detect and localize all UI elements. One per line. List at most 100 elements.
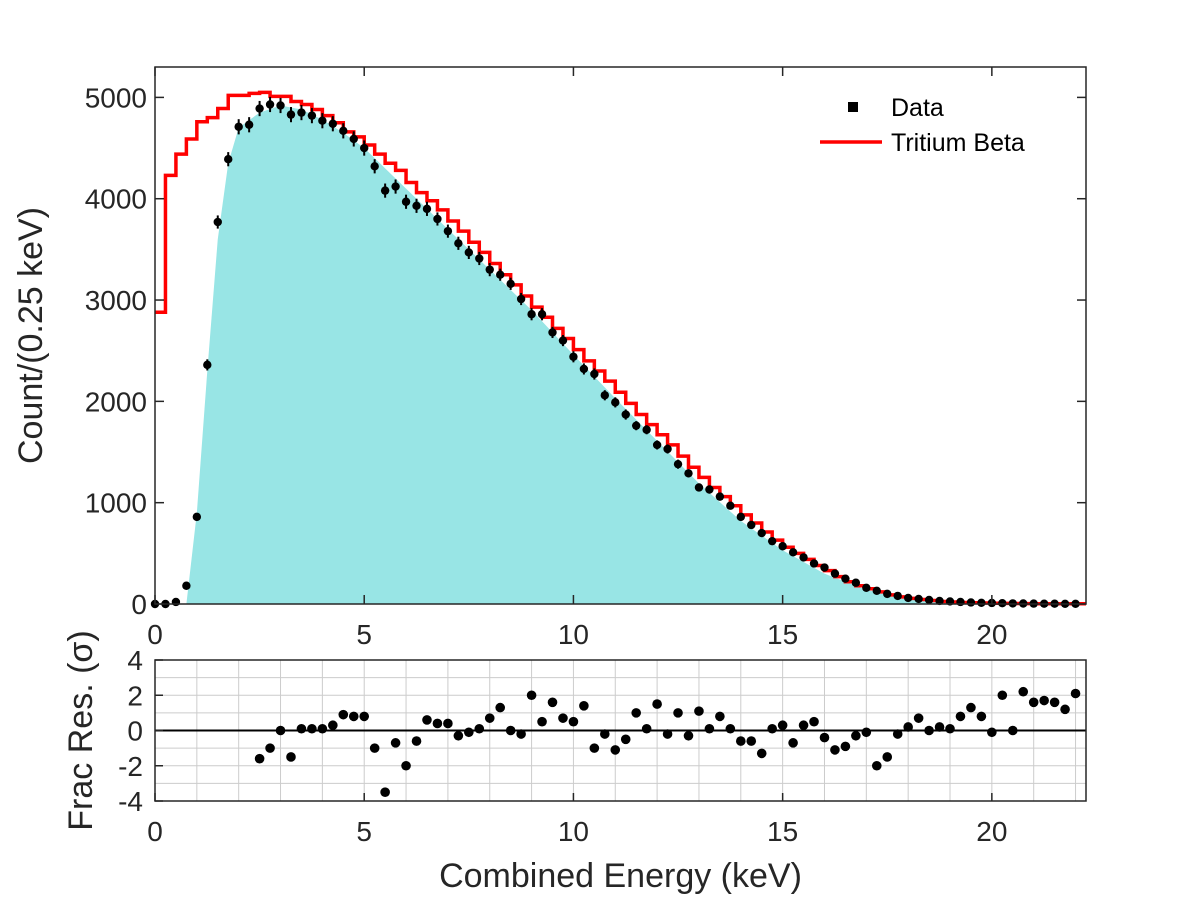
residual-point	[317, 723, 328, 734]
residual-point	[704, 723, 715, 734]
residual-point	[1070, 688, 1081, 699]
data-point	[893, 591, 902, 601]
data-point	[715, 492, 725, 501]
data-point	[799, 553, 808, 562]
residual-point	[579, 701, 589, 711]
data-point	[537, 310, 547, 319]
data-point	[370, 162, 379, 171]
residual-point	[380, 787, 390, 797]
residual-point	[1049, 697, 1060, 708]
data-point	[234, 122, 243, 131]
data-point	[663, 444, 672, 454]
data-point	[213, 217, 222, 227]
residual-y-axis-label: Frac Res. (σ)	[62, 630, 100, 830]
data-point	[788, 548, 798, 557]
residual-points	[254, 686, 1081, 797]
residual-point	[1018, 686, 1029, 697]
data-point	[475, 254, 484, 263]
residual-point	[997, 690, 1008, 701]
residual-point	[443, 718, 453, 729]
residual-point	[725, 723, 736, 734]
residual-point	[558, 713, 568, 723]
data-point	[830, 569, 840, 578]
x-tick-label: 0	[147, 619, 163, 650]
residual-point	[955, 711, 966, 722]
data-point	[621, 410, 630, 419]
residual-point	[432, 718, 443, 729]
data-point	[851, 578, 861, 587]
x-axis-label: Combined Energy (keV)	[439, 857, 802, 895]
main-plot-frame	[154, 66, 1087, 605]
residual-point	[756, 748, 767, 759]
residual-point	[286, 752, 296, 762]
data-point	[360, 143, 369, 153]
residual-point	[924, 725, 934, 736]
data-point	[705, 485, 714, 494]
residual-point	[547, 697, 558, 708]
data-point	[914, 594, 923, 604]
res-x-tick-label: 15	[767, 816, 798, 847]
residual-point	[568, 716, 579, 727]
res-y-tick-label: -4	[118, 786, 143, 817]
residual-point	[474, 723, 485, 734]
data-point	[977, 598, 986, 607]
residual-point	[892, 729, 903, 739]
legend: Data Tritium Beta	[820, 94, 1025, 157]
legend-data-marker	[848, 102, 858, 112]
data-point	[182, 581, 191, 590]
residual-point	[411, 736, 422, 746]
res-x-tick-label: 10	[558, 816, 589, 847]
y-tick-label: 0	[131, 589, 147, 620]
data-point	[757, 528, 766, 538]
model-filled-area	[155, 105, 1086, 604]
data-point	[422, 204, 432, 214]
data-point	[265, 100, 275, 109]
res-x-tick-label: 20	[976, 816, 1007, 847]
residual-point	[328, 720, 338, 731]
residual-point	[966, 702, 976, 713]
residual-point	[600, 729, 610, 739]
data-point	[883, 589, 892, 599]
legend-label-data: Data	[891, 94, 944, 122]
data-point	[171, 597, 181, 607]
residual-point	[913, 713, 924, 723]
data-point	[506, 279, 515, 289]
legend-label-tritium-beta: Tritium Beta	[891, 129, 1025, 157]
data-point	[611, 398, 620, 407]
res-y-tick-label: 2	[127, 680, 143, 711]
residual-ticks: 0 5 10 15 20 -4 -2 0 2 4	[118, 645, 1007, 847]
residual-point	[495, 702, 506, 713]
data-point	[443, 226, 453, 236]
residual-point	[976, 711, 987, 722]
residual-point	[1007, 725, 1018, 736]
residual-point	[851, 730, 861, 741]
data-point	[694, 483, 704, 492]
data-point	[516, 294, 526, 304]
x-tick-label: 10	[558, 619, 589, 650]
residual-point	[307, 723, 317, 734]
data-point	[778, 542, 787, 551]
data-point	[956, 597, 965, 607]
residual-point	[840, 741, 851, 752]
main-panel: 0 5 10 15 20 0 1000 2000 3000 4000 5000 Count/(0.2…	[12, 66, 1087, 650]
residual-point	[641, 723, 652, 734]
residual-point	[275, 725, 286, 736]
residual-point	[265, 743, 275, 753]
residual-point	[746, 736, 757, 746]
data-points	[150, 96, 1080, 609]
data-point	[318, 116, 327, 125]
data-point	[652, 440, 662, 450]
data-point	[767, 536, 777, 546]
data-point	[579, 364, 589, 374]
data-point	[569, 352, 578, 361]
residual-point	[683, 730, 694, 741]
data-point	[600, 391, 610, 400]
data-point	[496, 270, 505, 279]
y-tick-label: 3000	[85, 285, 147, 316]
residual-point	[631, 708, 641, 718]
residual-point	[861, 727, 872, 738]
res-y-tick-label: 0	[127, 716, 143, 747]
data-point	[935, 596, 944, 606]
x-tick-label: 15	[767, 619, 798, 650]
